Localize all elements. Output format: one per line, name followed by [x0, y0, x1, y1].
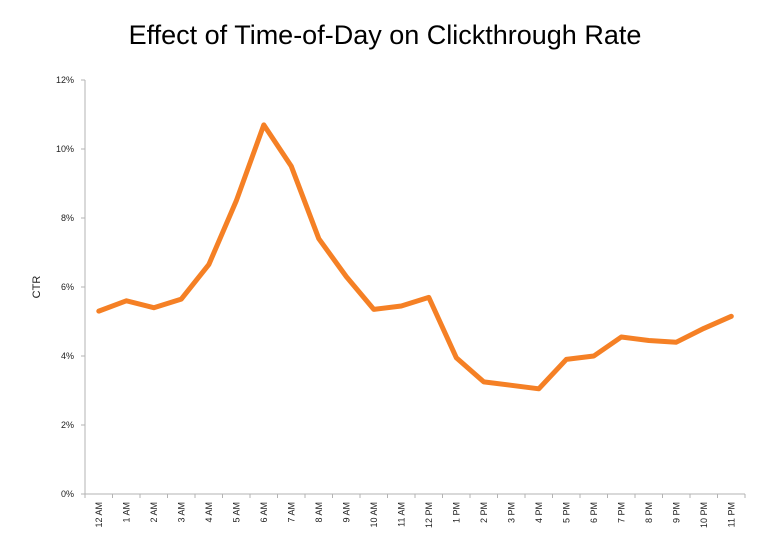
x-tick-label: 8 PM [644, 502, 654, 523]
x-tick-label: 7 AM [286, 502, 296, 523]
x-tick-label: 12 PM [424, 502, 434, 528]
chart-title: Effect of Time-of-Day on Clickthrough Ra… [128, 20, 642, 50]
x-tick-label: 11 AM [396, 502, 406, 527]
x-axis-ticks: 12 AM 1 AM 2 AM 3 AM 4 AM 5 AM 6 AM 7 AM 8 AM 9 A… [84, 494, 746, 528]
x-tick-label: 2 PM [479, 502, 489, 523]
x-tick-label: 5 AM [231, 502, 241, 523]
x-tick-label: 11 PM [726, 502, 736, 527]
x-tick-label: 5 PM [561, 502, 571, 523]
x-tick-label: 9 AM [341, 502, 351, 523]
x-tick-label: 1 PM [451, 502, 461, 523]
x-tick-label: 6 AM [259, 502, 269, 523]
x-tick-label: 9 PM [671, 502, 681, 523]
y-axis-label: CTR [31, 276, 43, 299]
y-tick-label: 10% [56, 144, 74, 154]
x-tick-label: 3 PM [506, 502, 516, 523]
y-tick-label: 6% [61, 282, 74, 292]
x-tick-label: 8 AM [314, 502, 324, 523]
y-tick-label: 12% [56, 75, 74, 85]
series-line-0 [96, 122, 734, 392]
series-group [96, 122, 734, 392]
x-tick-label: 4 AM [204, 502, 214, 523]
x-tick-label: 4 PM [534, 502, 544, 523]
x-tick-label: 3 AM [176, 502, 186, 523]
x-tick-label: 7 PM [616, 502, 626, 523]
y-tick-label: 2% [61, 420, 74, 430]
x-tick-label: 6 PM [589, 502, 599, 523]
x-tick-label: 10 PM [699, 502, 709, 528]
x-tick-label: 10 AM [369, 502, 379, 528]
axes [84, 80, 745, 495]
y-axis-ticks: 0% 2% 4% 6% 8% 10% 12% [56, 75, 85, 499]
x-tick-label: 2 AM [149, 502, 159, 523]
x-tick-label: 1 AM [121, 502, 131, 523]
y-tick-label: 4% [61, 351, 74, 361]
y-tick-label: 0% [61, 489, 74, 499]
y-tick-label: 8% [61, 213, 74, 223]
x-tick-label: 12 AM [94, 502, 104, 528]
